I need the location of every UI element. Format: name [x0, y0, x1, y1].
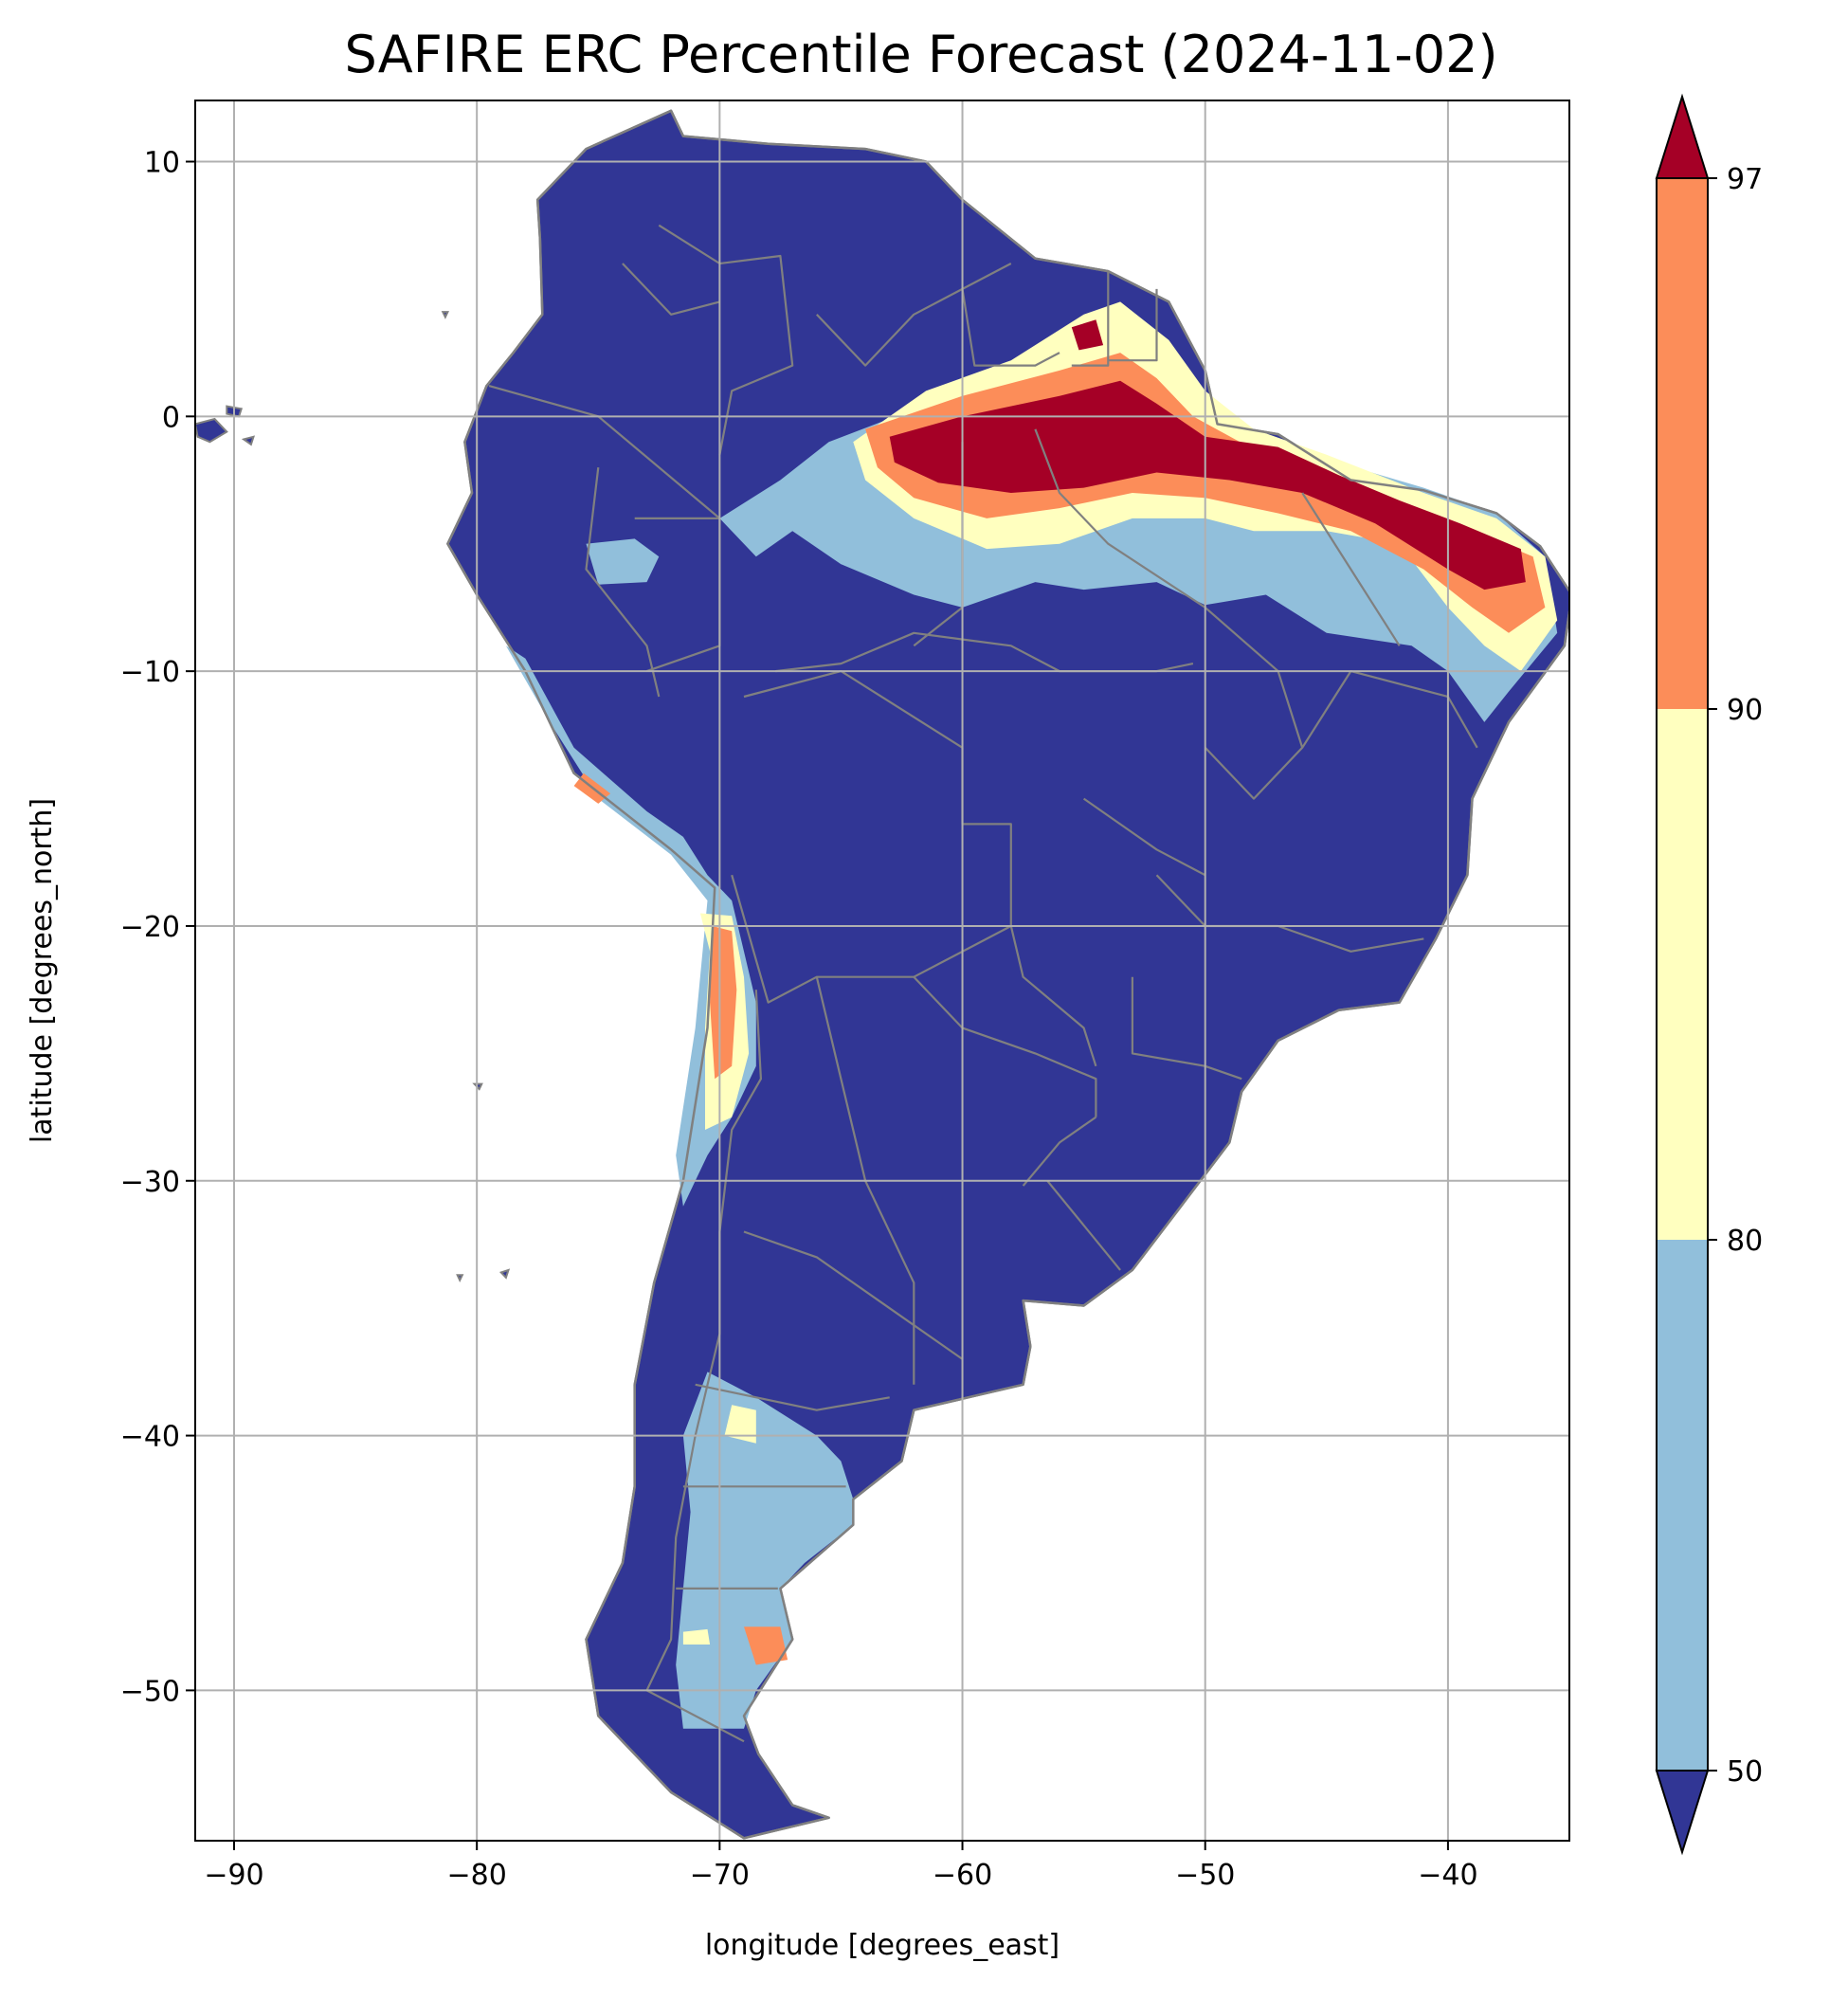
x-axis-label: longitude [degrees_east]: [705, 1929, 1060, 1962]
colorbar: 50 80 90 97: [1655, 93, 1763, 1856]
percentile-region: [744, 1626, 788, 1665]
admin-boundary: [1131, 976, 1242, 1081]
admin-boundary: [1082, 797, 1206, 877]
y-tick-label: −50: [120, 1675, 180, 1708]
x-axis: −90 −80 −70 −60 −50 −40: [204, 1841, 1478, 1892]
colorbar-tick-label: 90: [1727, 694, 1763, 727]
percentile-region: [889, 380, 1526, 591]
y-tick-label: −20: [120, 911, 180, 944]
percentile-region: [710, 926, 737, 1080]
admin-boundary: [1009, 925, 1097, 1067]
island: [241, 435, 256, 446]
colorbar-tick-label: 50: [1727, 1755, 1763, 1789]
chart-title: SAFIRE ERC Percentile Forecast (2024-11-…: [344, 25, 1497, 84]
colorbar-tick-label: 80: [1727, 1225, 1763, 1258]
y-axis-label: latitude [degrees_north]: [26, 798, 59, 1143]
admin-boundary: [816, 263, 1012, 367]
plot-frame: [194, 100, 1570, 1842]
admin-boundary: [913, 975, 1097, 1118]
admin-boundary: [1071, 271, 1110, 367]
colorbar-extend-min: [1655, 1770, 1710, 1856]
x-tick-label: −40: [1418, 1859, 1477, 1892]
admin-boundary: [1034, 428, 1304, 749]
percentile-region: [1071, 319, 1104, 351]
colorbar-segment: [1657, 1240, 1708, 1771]
percentile-region: [682, 1628, 711, 1645]
admin-boundary: [695, 1383, 890, 1411]
island: [195, 417, 228, 444]
y-axis: 10 0 −10 −20 −30 −40 −50: [120, 147, 195, 1708]
y-tick-label: −30: [120, 1166, 180, 1199]
admin-boundary: [1022, 1116, 1097, 1187]
percentile-region: [724, 1405, 756, 1444]
percentile-region: [586, 538, 660, 585]
x-tick-label: −50: [1175, 1859, 1235, 1892]
x-tick-label: −60: [933, 1859, 992, 1892]
y-tick-label: −40: [120, 1421, 180, 1454]
colorbar-segment: [1657, 178, 1708, 709]
island: [441, 311, 449, 319]
coastline: [446, 109, 1569, 1840]
x-tick-label: −80: [447, 1859, 507, 1892]
percentile-region: [505, 645, 756, 1207]
colorbar-extend-max: [1655, 93, 1710, 179]
y-tick-label: 0: [162, 401, 180, 434]
admin-boundary: [1301, 492, 1401, 646]
colorbar-segment: [1657, 709, 1708, 1240]
y-tick-label: −10: [120, 656, 180, 689]
x-tick-label: −70: [690, 1859, 750, 1892]
admin-boundary: [658, 224, 794, 455]
admin-boundary: [1108, 288, 1158, 362]
colorbar-frame: [1656, 177, 1709, 1772]
colorbar-tick-label: 97: [1727, 163, 1763, 196]
admin-boundary: [743, 1230, 964, 1360]
x-tick-label: −90: [204, 1859, 263, 1892]
grid-lines: [195, 100, 1569, 1841]
admin-boundary: [622, 263, 720, 316]
y-tick-label: 10: [144, 147, 180, 180]
island: [456, 1274, 464, 1282]
admin-boundary: [1046, 1180, 1121, 1271]
island: [499, 1268, 511, 1280]
admin-boundary: [961, 288, 1060, 367]
admin-boundary: [645, 990, 763, 1743]
admin-boundary: [1204, 669, 1478, 800]
map-layer: [195, 109, 1569, 1840]
